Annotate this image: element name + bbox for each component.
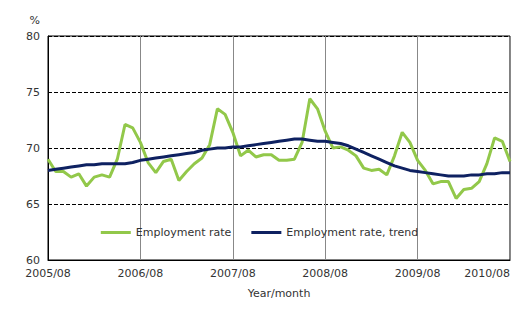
svg-text:Employment rate: Employment rate xyxy=(136,226,232,239)
svg-text:2007/08: 2007/08 xyxy=(210,267,256,280)
svg-text:2005/08: 2005/08 xyxy=(25,267,71,280)
svg-text:Year/month: Year/month xyxy=(247,287,311,300)
svg-text:70: 70 xyxy=(26,142,40,155)
svg-text:2010/08: 2010/08 xyxy=(464,267,510,280)
svg-text:80: 80 xyxy=(26,30,40,43)
svg-text:2008/08: 2008/08 xyxy=(302,267,348,280)
svg-text:%: % xyxy=(30,14,40,27)
svg-text:2006/08: 2006/08 xyxy=(118,267,164,280)
svg-text:60: 60 xyxy=(26,254,40,267)
svg-text:Employment rate, trend: Employment rate, trend xyxy=(286,226,418,239)
svg-text:75: 75 xyxy=(26,86,40,99)
svg-text:2009/08: 2009/08 xyxy=(395,267,441,280)
svg-text:65: 65 xyxy=(26,198,40,211)
